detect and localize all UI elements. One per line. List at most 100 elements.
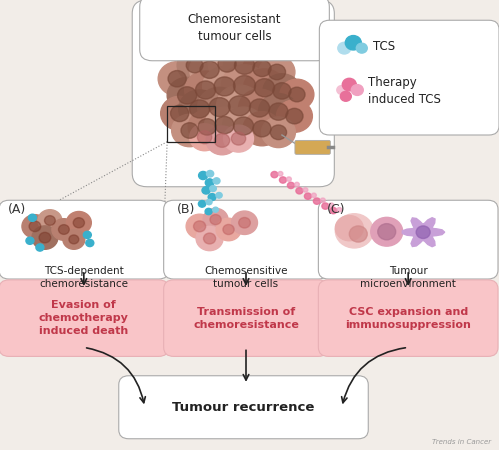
Circle shape <box>178 87 197 104</box>
Circle shape <box>258 94 298 130</box>
Circle shape <box>186 58 203 73</box>
Text: Chemosensitive
tumour cells: Chemosensitive tumour cells <box>204 266 288 289</box>
Circle shape <box>202 187 210 194</box>
Circle shape <box>342 78 356 91</box>
Circle shape <box>205 208 212 215</box>
Circle shape <box>216 193 222 198</box>
Circle shape <box>278 171 283 176</box>
Circle shape <box>335 214 373 248</box>
Circle shape <box>371 217 403 246</box>
Circle shape <box>209 98 230 117</box>
Circle shape <box>330 207 337 214</box>
Circle shape <box>268 64 285 80</box>
Circle shape <box>213 178 220 184</box>
Text: CSC expansion and
immunosuppression: CSC expansion and immunosuppression <box>345 306 471 330</box>
Circle shape <box>181 123 198 138</box>
Circle shape <box>214 77 235 96</box>
Text: (B): (B) <box>177 203 196 216</box>
Circle shape <box>340 91 351 101</box>
Circle shape <box>244 69 285 107</box>
Circle shape <box>232 132 246 145</box>
FancyBboxPatch shape <box>0 200 169 279</box>
FancyBboxPatch shape <box>164 200 328 279</box>
Circle shape <box>218 56 236 72</box>
Circle shape <box>378 224 396 240</box>
Text: Tumour
microenvironment: Tumour microenvironment <box>360 266 456 289</box>
Text: Trends in Cancer: Trends in Cancer <box>433 439 492 445</box>
Circle shape <box>224 46 265 84</box>
Circle shape <box>26 237 34 244</box>
Circle shape <box>276 100 312 132</box>
Circle shape <box>286 177 291 181</box>
Circle shape <box>22 215 48 238</box>
Circle shape <box>177 50 212 81</box>
Circle shape <box>205 179 214 187</box>
Circle shape <box>198 119 216 135</box>
Circle shape <box>351 85 363 95</box>
Circle shape <box>36 244 44 251</box>
Circle shape <box>224 125 253 152</box>
Circle shape <box>311 193 316 198</box>
Circle shape <box>208 194 216 201</box>
Circle shape <box>167 77 207 113</box>
Circle shape <box>222 65 267 106</box>
Circle shape <box>73 218 84 228</box>
FancyBboxPatch shape <box>295 140 330 154</box>
Circle shape <box>199 201 206 207</box>
Circle shape <box>32 226 58 249</box>
Circle shape <box>269 103 288 120</box>
FancyBboxPatch shape <box>319 20 499 135</box>
Circle shape <box>203 208 228 231</box>
Text: TCS: TCS <box>373 40 395 53</box>
Circle shape <box>234 76 255 95</box>
FancyBboxPatch shape <box>0 280 169 356</box>
Text: Transmission of
chemoresistance: Transmission of chemoresistance <box>193 306 299 330</box>
Circle shape <box>243 112 281 146</box>
Circle shape <box>253 60 271 76</box>
Circle shape <box>203 67 247 106</box>
Circle shape <box>186 214 213 238</box>
Circle shape <box>199 171 208 180</box>
Circle shape <box>44 216 55 225</box>
Text: Chemoresistant
tumour cells: Chemoresistant tumour cells <box>188 13 281 43</box>
Circle shape <box>198 87 242 127</box>
Circle shape <box>179 90 221 128</box>
Text: (A): (A) <box>7 203 26 216</box>
Circle shape <box>185 71 227 109</box>
Circle shape <box>200 61 219 78</box>
Circle shape <box>349 226 367 242</box>
Circle shape <box>190 124 220 151</box>
Circle shape <box>335 216 363 241</box>
Circle shape <box>337 207 342 212</box>
Circle shape <box>172 114 208 147</box>
Circle shape <box>210 185 217 192</box>
Circle shape <box>63 230 85 249</box>
FancyBboxPatch shape <box>318 200 498 279</box>
Circle shape <box>416 226 430 239</box>
Circle shape <box>356 43 367 53</box>
Circle shape <box>313 198 320 204</box>
Circle shape <box>217 85 262 126</box>
Circle shape <box>206 126 238 155</box>
Circle shape <box>171 105 189 122</box>
FancyBboxPatch shape <box>140 0 329 61</box>
Circle shape <box>337 86 347 94</box>
Circle shape <box>210 215 221 225</box>
Circle shape <box>58 225 69 234</box>
Circle shape <box>296 188 303 194</box>
Polygon shape <box>402 218 445 247</box>
Text: Evasion of
chemotherapy
induced death: Evasion of chemotherapy induced death <box>39 300 129 336</box>
Bar <box>167 106 215 142</box>
Circle shape <box>239 217 250 228</box>
Text: (C): (C) <box>327 203 345 216</box>
Circle shape <box>286 108 303 124</box>
Circle shape <box>83 231 91 239</box>
Circle shape <box>216 218 241 241</box>
Circle shape <box>207 171 214 177</box>
Circle shape <box>294 182 299 187</box>
Circle shape <box>198 131 212 144</box>
Circle shape <box>213 207 219 212</box>
Circle shape <box>273 83 291 99</box>
FancyBboxPatch shape <box>164 280 328 356</box>
Circle shape <box>29 221 41 232</box>
